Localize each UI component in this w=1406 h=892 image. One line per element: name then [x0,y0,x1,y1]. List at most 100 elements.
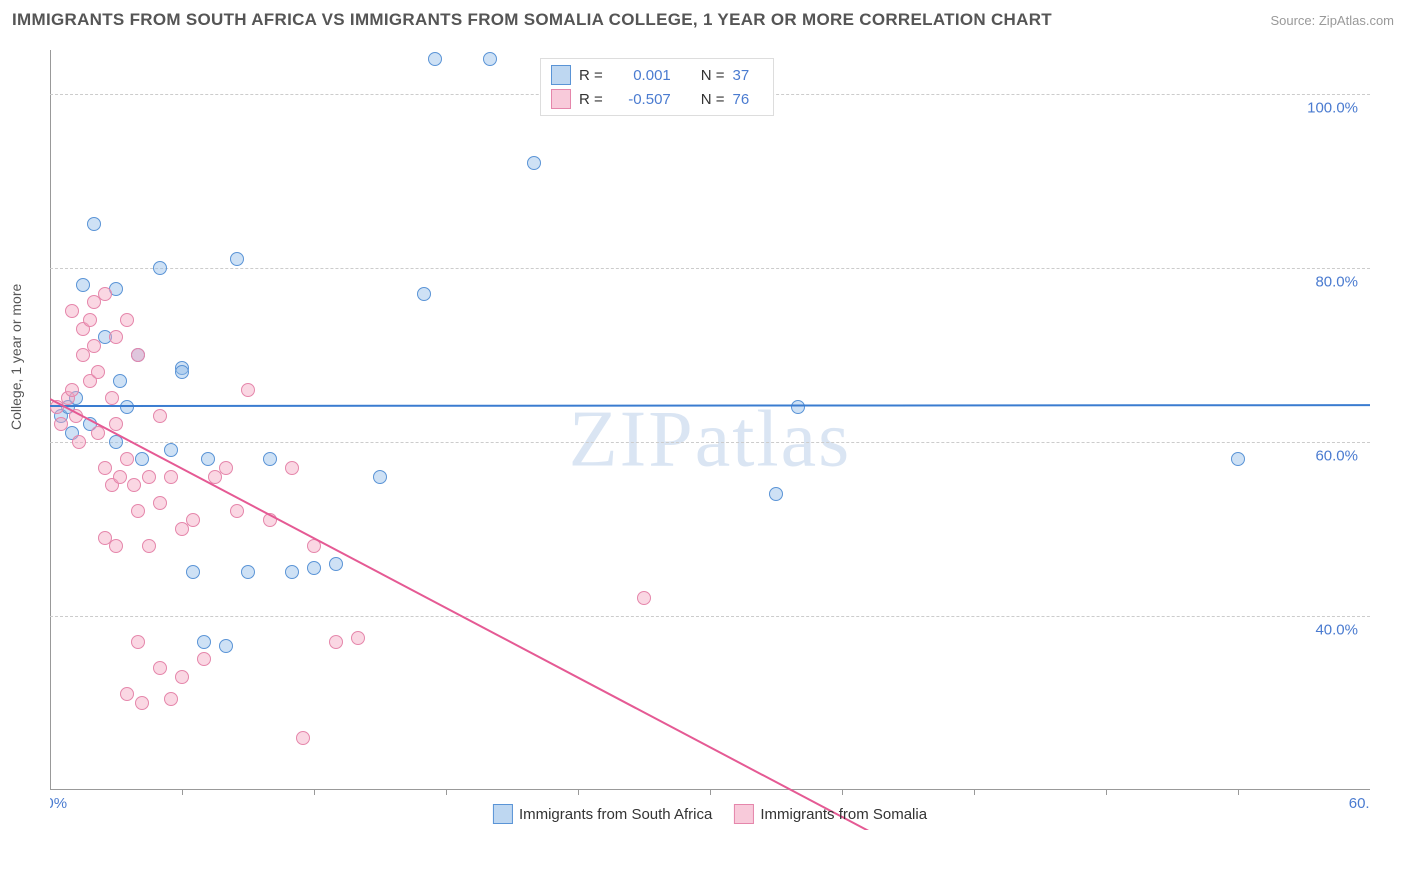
data-point [527,156,541,170]
data-point [72,435,86,449]
legend-n-label: N = [701,91,725,108]
legend-item: Immigrants from Somalia [734,804,927,824]
x-tick-mark [1238,789,1239,795]
data-point [241,383,255,397]
chart-header: IMMIGRANTS FROM SOUTH AFRICA VS IMMIGRAN… [12,10,1394,30]
data-point [186,565,200,579]
chart-title: IMMIGRANTS FROM SOUTH AFRICA VS IMMIGRAN… [12,10,1052,30]
legend-r-value: -0.507 [611,91,671,108]
data-point [113,470,127,484]
data-point [175,365,189,379]
legend-series-label: Immigrants from South Africa [519,806,712,823]
data-point [135,696,149,710]
data-point [98,461,112,475]
data-point [131,348,145,362]
data-point [219,461,233,475]
data-point [87,339,101,353]
data-point [87,217,101,231]
data-point [329,557,343,571]
legend-swatch-icon [551,65,571,85]
watermark: ZIPatlas [569,395,852,486]
data-point [113,374,127,388]
x-tick-mark [1106,789,1107,795]
data-point [142,470,156,484]
data-point [164,470,178,484]
data-point [153,496,167,510]
trend-line [50,398,1370,830]
data-point [83,313,97,327]
data-point [219,639,233,653]
data-point [153,409,167,423]
y-tick-label: 80.0% [1315,273,1358,290]
data-point [105,391,119,405]
data-point [417,287,431,301]
correlation-legend: R = 0.001 N = 37R = -0.507 N = 76 [540,58,774,116]
data-point [1231,452,1245,466]
data-point [164,443,178,457]
series-legend: Immigrants from South Africa Immigrants f… [493,804,927,824]
data-point [153,661,167,675]
x-tick-mark [314,789,315,795]
data-point [230,252,244,266]
data-point [329,635,343,649]
data-point [164,692,178,706]
data-point [120,687,134,701]
legend-n-label: N = [701,67,725,84]
legend-row: R =-0.507N =76 [551,87,763,111]
x-tick-label: 60.0% [1349,795,1370,812]
data-point [791,400,805,414]
x-tick-mark [842,789,843,795]
y-tick-label: 40.0% [1315,621,1358,638]
data-point [54,417,68,431]
data-point [175,670,189,684]
x-tick-mark [446,789,447,795]
data-point [186,513,200,527]
data-point [76,278,90,292]
data-point [285,461,299,475]
data-point [230,504,244,518]
data-point [65,304,79,318]
legend-r-label: R = [579,67,603,84]
data-point [127,478,141,492]
trend-line [50,404,1370,407]
legend-swatch-icon [551,89,571,109]
x-tick-mark [974,789,975,795]
legend-n-value: 76 [733,91,763,108]
data-point [142,539,156,553]
y-tick-label: 100.0% [1307,99,1358,116]
y-axis-label: College, 1 year or more [8,284,24,430]
gridline-h [50,442,1370,443]
data-point [109,539,123,553]
data-point [428,52,442,66]
legend-row: R = 0.001 N = 37 [551,63,763,87]
y-tick-label: 60.0% [1315,447,1358,464]
data-point [109,330,123,344]
x-tick-label: 0.0% [50,795,67,812]
x-tick-mark [578,789,579,795]
legend-swatch-icon [734,804,754,824]
x-tick-mark [182,789,183,795]
data-point [120,452,134,466]
data-point [153,261,167,275]
data-point [131,504,145,518]
legend-n-value: 37 [733,67,763,84]
legend-series-label: Immigrants from Somalia [760,806,927,823]
data-point [65,383,79,397]
y-axis-line [50,50,51,790]
legend-r-value: 0.001 [611,67,671,84]
data-point [91,365,105,379]
data-point [637,591,651,605]
chart-source: Source: ZipAtlas.com [1270,13,1394,28]
data-point [197,635,211,649]
data-point [296,731,310,745]
legend-item: Immigrants from South Africa [493,804,712,824]
data-point [241,565,255,579]
data-point [135,452,149,466]
data-point [201,452,215,466]
data-point [351,631,365,645]
data-point [769,487,783,501]
legend-swatch-icon [493,804,513,824]
data-point [263,452,277,466]
data-point [373,470,387,484]
gridline-h [50,268,1370,269]
